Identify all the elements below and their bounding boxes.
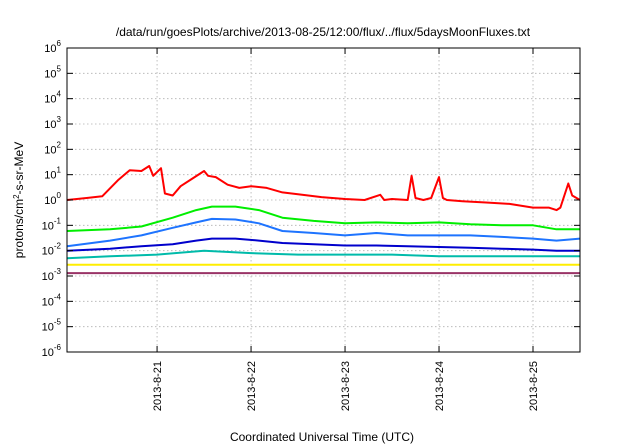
series-line-1: [66, 165, 581, 212]
x-tick-label: 2013-8-23: [340, 361, 352, 411]
y-tick-label: 102: [44, 140, 61, 156]
y-tick-exponent: 1: [57, 166, 62, 175]
y-tick-base: 10: [44, 43, 56, 55]
series-lines: [66, 165, 581, 275]
y-tick-exponent: -1: [54, 216, 62, 225]
y-tick-label: 100: [44, 191, 61, 207]
y-tick-base: 10: [42, 296, 54, 308]
y-tick-exponent: -6: [54, 343, 62, 352]
y-tick-base: 10: [42, 271, 54, 283]
series-line-4: [66, 237, 580, 252]
y-tick-label: 104: [44, 90, 61, 106]
series-line-3: [66, 217, 581, 248]
y-tick-exponent: 0: [57, 191, 62, 200]
y-tick-label: 10-6: [42, 343, 62, 359]
chart-title: /data/run/goesPlots/archive/2013-08-25/1…: [116, 25, 531, 39]
y-axis-title: protons/cm2-s-sr-MeV: [12, 142, 27, 258]
x-tick-label: 2013-8-24: [434, 361, 446, 411]
y-tick-exponent: -4: [54, 292, 62, 301]
y-axis-title-sup: 2: [12, 194, 21, 199]
y-tick-base: 10: [44, 144, 56, 156]
y-tick-exponent: 5: [57, 64, 62, 73]
y-tick-exponent: -2: [54, 242, 62, 251]
y-tick-base: 10: [44, 68, 56, 80]
y-tick-label: 101: [44, 166, 61, 182]
series-line-2: [66, 205, 580, 232]
y-axis-title-prefix: protons/cm: [12, 199, 26, 258]
y-tick-base: 10: [42, 347, 54, 359]
y-tick-exponent: 4: [57, 90, 62, 99]
y-tick-base: 10: [44, 170, 56, 182]
x-axis-title: Coordinated Universal Time (UTC): [230, 430, 414, 444]
y-tick-label: 10-2: [42, 242, 62, 258]
y-tick-base: 10: [42, 322, 54, 334]
y-tick-exponent: 2: [57, 140, 62, 149]
y-tick-base: 10: [44, 119, 56, 131]
y-tick-base: 10: [44, 94, 56, 106]
y-tick-label: 10-1: [42, 216, 62, 232]
x-tick-label: 2013-8-22: [246, 361, 258, 411]
x-tick-label: 2013-8-21: [152, 361, 164, 411]
y-tick-exponent: -5: [54, 318, 62, 327]
axis-ticks: 10-610-510-410-310-210-11001011021031041…: [42, 39, 580, 411]
y-tick-label: 10-3: [42, 267, 62, 283]
y-tick-label: 106: [44, 39, 61, 55]
y-tick-label: 105: [44, 64, 61, 80]
y-tick-label: 10-5: [42, 318, 62, 334]
y-tick-base: 10: [42, 246, 54, 258]
x-tick-label: 2013-8-25: [528, 361, 540, 411]
grid-lines: [67, 48, 580, 352]
y-tick-label: 10-4: [42, 292, 62, 308]
y-tick-base: 10: [42, 220, 54, 232]
y-axis-title-suffix: -s-sr-MeV: [12, 142, 26, 195]
y-tick-exponent: 6: [57, 39, 62, 48]
y-tick-exponent: -3: [54, 267, 62, 276]
y-tick-base: 10: [44, 195, 56, 207]
series-line-5: [66, 249, 580, 260]
y-tick-exponent: 3: [57, 115, 62, 124]
y-tick-label: 103: [44, 115, 61, 131]
